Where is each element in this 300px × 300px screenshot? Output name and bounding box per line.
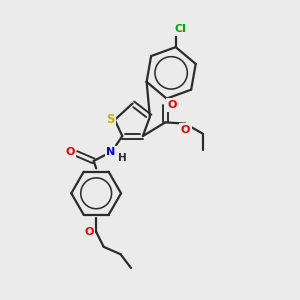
Text: O: O (84, 227, 93, 237)
Text: Cl: Cl (174, 24, 186, 34)
Text: O: O (181, 125, 190, 135)
Text: O: O (65, 147, 75, 157)
Text: H: H (118, 154, 127, 164)
Text: O: O (167, 100, 177, 110)
Text: N: N (106, 147, 116, 157)
Text: S: S (106, 113, 115, 126)
